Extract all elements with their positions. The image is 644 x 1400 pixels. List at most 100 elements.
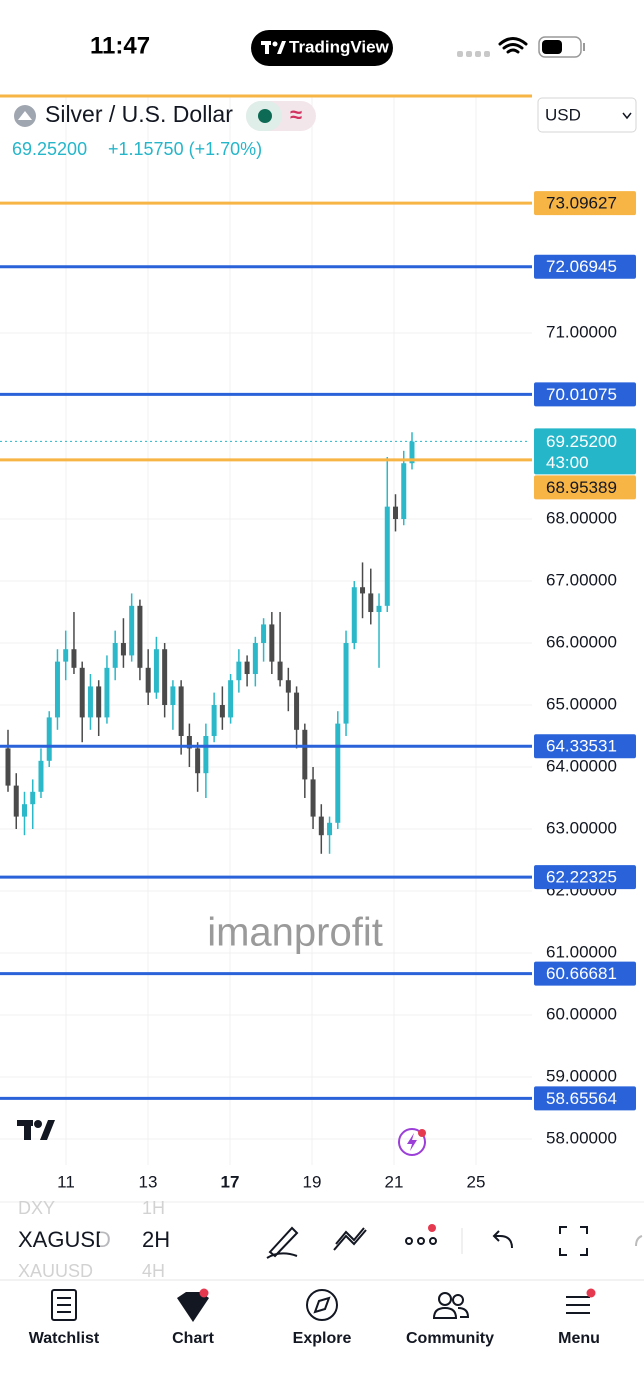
level-label-box: [534, 382, 636, 407]
chart-badge: [199, 1288, 209, 1298]
price-tick-label: 66.00000: [546, 633, 617, 652]
candle-body: [5, 748, 11, 786]
level-label: 60.66681: [546, 964, 617, 983]
candle-body: [104, 667, 110, 718]
price-tick-label: 65.00000: [546, 694, 617, 713]
candle-body: [401, 463, 407, 520]
interval-current[interactable]: 2H: [142, 1227, 170, 1252]
tab-label[interactable]: Explore: [293, 1330, 352, 1347]
chart-icon[interactable]: [177, 1292, 209, 1322]
candles: [5, 432, 415, 854]
tab-label[interactable]: Menu: [558, 1330, 600, 1347]
level-label: 73.09627: [546, 194, 617, 213]
candle-body: [236, 661, 242, 681]
price-tick-label: 68.00000: [546, 509, 617, 528]
candle-body: [63, 649, 69, 662]
candle-body: [112, 643, 118, 668]
candle-body: [96, 686, 102, 718]
candle-body: [186, 736, 192, 749]
watchlist-icon[interactable]: [51, 1289, 77, 1321]
candle-body: [219, 705, 225, 718]
price-tick-label: 67.00000: [546, 571, 617, 590]
last-price-box: [534, 428, 636, 475]
more-tools[interactable]: [405, 1237, 437, 1245]
candle-body: [302, 729, 308, 780]
time-label: 21: [385, 1172, 404, 1191]
price-tick-label: 58.00000: [546, 1128, 617, 1147]
battery-level: [542, 40, 562, 54]
symbol-option[interactable]: XAUUSD: [18, 1261, 93, 1281]
tab-label[interactable]: Chart: [172, 1330, 214, 1347]
candle-body: [360, 587, 366, 594]
level-label-box: [534, 1086, 636, 1111]
watermark: imanprofit: [207, 911, 383, 955]
candle-body: [129, 605, 135, 656]
symbol-option[interactable]: DXY: [18, 1198, 55, 1218]
candle-body: [277, 661, 283, 681]
candle-body: [13, 785, 19, 817]
candle-body: [87, 686, 93, 718]
tab-label[interactable]: Watchlist: [29, 1330, 100, 1347]
undo-button[interactable]: [492, 1230, 513, 1249]
candle-body: [54, 661, 60, 718]
candle-body: [137, 605, 143, 668]
candle-body: [252, 643, 258, 675]
alert-bolt: [407, 1133, 417, 1151]
candle-body: [71, 649, 77, 668]
candle-body: [335, 723, 341, 823]
level-label: 64.33531: [546, 737, 617, 756]
level-label-box: [534, 254, 636, 279]
explore-icon[interactable]: [306, 1289, 338, 1321]
levels: 73.09627 72.06945 70.01075 68.95389 64.33531…: [0, 191, 636, 1111]
symbol-current[interactable]: XAGUSD: [18, 1227, 111, 1252]
explore-needle: [313, 1296, 331, 1314]
candle-body: [162, 649, 168, 706]
draw-tool[interactable]: [266, 1226, 299, 1259]
menu-badge: [586, 1288, 596, 1298]
grid: 71.00000 68.00000 67.00000 66.00000 65.00000…: [0, 323, 617, 1147]
interval-option[interactable]: 4H: [142, 1261, 165, 1281]
currency-label[interactable]: USD: [545, 105, 581, 124]
tv-logo: [17, 1120, 55, 1140]
candle-body: [368, 593, 374, 613]
price-tick-label: 63.00000: [546, 818, 617, 837]
symbol-icon-mark: [18, 111, 32, 120]
fullscreen-button[interactable]: [559, 1226, 588, 1256]
candle-body: [318, 816, 324, 836]
candle-body: [310, 779, 316, 817]
level-label: 72.06945: [546, 257, 617, 276]
community-icon[interactable]: [432, 1292, 470, 1319]
candle-body: [294, 692, 300, 730]
wifi-icon: [498, 37, 528, 54]
candle-body: [327, 822, 333, 836]
battery-tip: [583, 43, 585, 51]
tv-logo-small: [261, 41, 286, 54]
symbol-title: Silver / U.S. Dollar: [45, 101, 233, 127]
more-badge: [428, 1224, 436, 1232]
candle-body: [46, 717, 52, 761]
menu-icon[interactable]: [566, 1296, 590, 1314]
candle-body: [351, 587, 357, 644]
interval-option[interactable]: 1H: [142, 1198, 165, 1218]
level-label: 58.65564: [546, 1089, 617, 1108]
price-tick-label: 61.00000: [546, 942, 617, 961]
price-change: +1.15750 (+1.70%): [108, 139, 262, 159]
app-name: TradingView: [289, 37, 390, 56]
alert-icon[interactable]: [398, 1128, 426, 1156]
candle-body: [79, 667, 85, 718]
candle-body: [376, 605, 382, 613]
currency-select[interactable]: [537, 97, 637, 133]
signal-icon: [457, 51, 490, 57]
level-label: 70.01075: [546, 385, 617, 404]
overflow-hint: [635, 1235, 643, 1247]
tab-label[interactable]: Community: [406, 1330, 494, 1347]
level-label: 68.95389: [546, 478, 617, 497]
level-label: 62.22325: [546, 868, 617, 887]
trend-tool[interactable]: [333, 1227, 367, 1251]
time-axis: 11 13 17 19 21 25: [57, 1172, 485, 1191]
candle-body: [38, 760, 44, 792]
candle-body: [120, 643, 126, 656]
time-grid: [65, 95, 477, 1165]
dropdown-arrow: [622, 112, 632, 120]
